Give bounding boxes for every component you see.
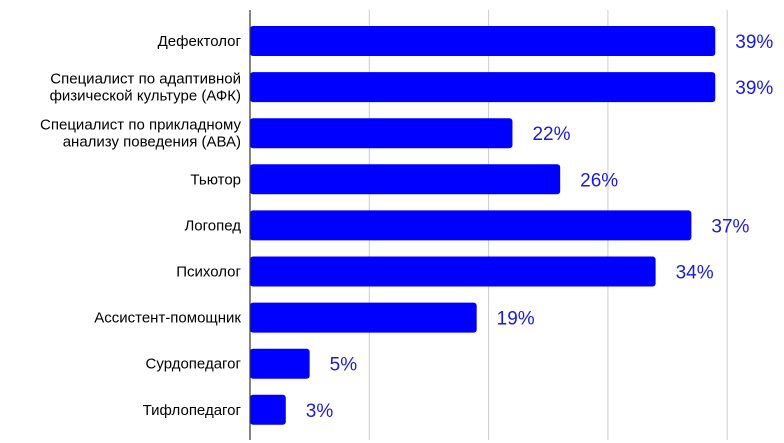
category-label: Ассистент-помощник — [94, 310, 241, 327]
value-label: 39% — [735, 32, 773, 53]
category-labels: Дефектолог Специалист по адаптивной физиче… — [40, 33, 241, 419]
category-label: Дефектолог — [158, 33, 242, 50]
value-label: 5% — [330, 355, 358, 376]
value-label: 37% — [711, 216, 749, 237]
bar — [250, 348, 310, 379]
value-label: 26% — [580, 170, 618, 191]
category-label: Специалист по прикладному анализу поведен… — [40, 117, 241, 151]
category-label: Сурдопедагог — [146, 356, 242, 373]
bar — [250, 72, 716, 103]
category-label: Логопед — [184, 217, 241, 234]
bars — [250, 26, 716, 425]
value-label: 39% — [735, 78, 773, 99]
value-label: 34% — [676, 263, 714, 284]
bar — [250, 164, 561, 195]
value-labels: 39% 39% 22% 26% 37% 34% 19% 5% 3% — [306, 32, 774, 422]
bar — [250, 26, 716, 56]
category-label: Специалист по адаптивной физической культ… — [50, 71, 241, 105]
category-label: Тьютор — [190, 171, 241, 188]
category-label: Психолог — [176, 264, 241, 281]
category-label: Тифлопедагог — [143, 402, 242, 419]
value-label: 3% — [306, 401, 334, 422]
value-label: 19% — [497, 309, 535, 330]
bar — [250, 302, 477, 333]
bar — [250, 210, 692, 241]
value-label: 22% — [532, 124, 570, 145]
bar — [250, 256, 656, 287]
bar — [250, 118, 513, 149]
bar — [250, 394, 286, 425]
